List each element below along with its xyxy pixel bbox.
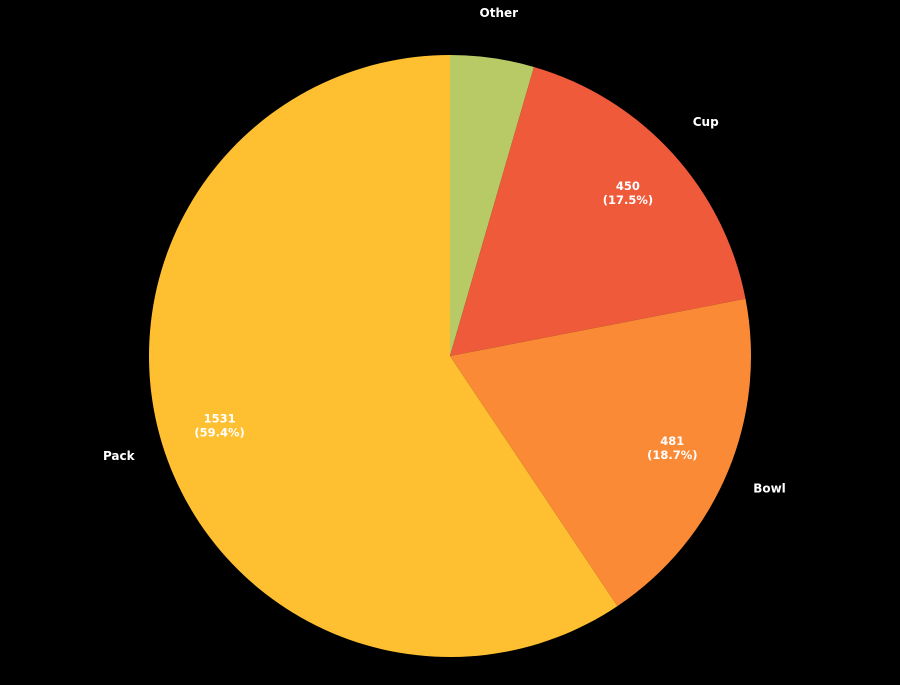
slice-value-label-cup: 450: [616, 179, 640, 193]
slice-label-cup: Cup: [693, 115, 719, 129]
pie-slice-other: [450, 55, 534, 356]
slices-layer: [148, 54, 752, 657]
slice-label-bowl: Bowl: [753, 482, 786, 496]
pie-slice-cup: [450, 66, 746, 356]
slice-value-label-bowl: 481: [660, 434, 684, 448]
labels-layer: Other Cup 450(17.5%) Bowl 481(18.7%) Pack 1531…: [103, 6, 786, 496]
slice-percent-label-bowl: (18.7%): [647, 448, 697, 462]
slice-label-pack: Pack: [103, 449, 136, 463]
pie-slice-bowl: [450, 298, 752, 607]
slice-value-label-pack: 1531: [204, 412, 236, 426]
slice-percent-label-cup: (17.5%): [603, 193, 653, 207]
slice-label-other: Other: [480, 6, 519, 20]
pie-slice-pack: [148, 54, 618, 657]
slice-percent-label-pack: (59.4%): [194, 426, 244, 440]
